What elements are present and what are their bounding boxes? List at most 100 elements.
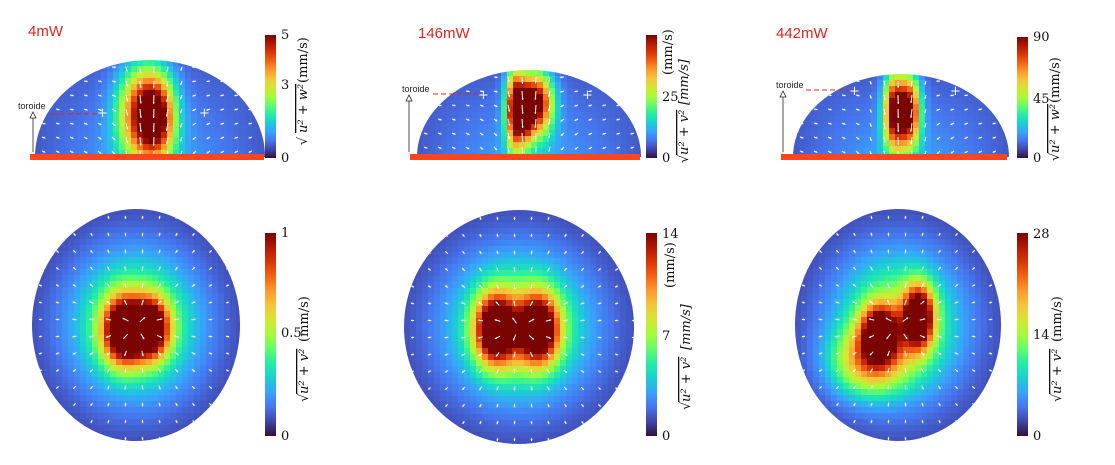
heatmap-cell [596, 246, 603, 253]
heatmap-cell [245, 108, 252, 115]
heatmap-cell [119, 114, 126, 121]
velocity-arrowhead [630, 146, 633, 149]
heatmap-cell [38, 365, 45, 372]
heatmap-cell [128, 383, 135, 390]
heatmap-cell [513, 136, 520, 143]
heatmap-cell [877, 92, 884, 99]
heatmap-cell [143, 72, 150, 79]
heatmap-cell [95, 66, 102, 73]
heatmap-cell [859, 134, 866, 141]
velocity-arrowhead [139, 101, 142, 104]
heatmap-cell [548, 276, 555, 283]
heatmap-cell [483, 136, 490, 143]
heatmap-cell [404, 270, 411, 277]
heatmap-cell [62, 251, 69, 258]
heatmap-cell [224, 323, 231, 330]
heatmap-cell [422, 216, 429, 223]
heatmap-cell [65, 114, 72, 121]
heatmap-cell [98, 413, 105, 420]
heatmap-cell [524, 234, 531, 241]
heatmap-cell [182, 323, 189, 330]
heatmap-cell [578, 252, 585, 259]
heatmap-cell [80, 269, 87, 276]
heatmap-cell [83, 96, 90, 103]
heatmap-cell [83, 90, 90, 97]
heatmap-cell [537, 94, 544, 101]
heatmap-cell [435, 148, 442, 155]
heatmap-cell [95, 150, 102, 157]
heatmap-cell [104, 257, 111, 264]
heatmap-cell [245, 84, 252, 91]
heatmap-cell [500, 264, 507, 271]
heatmap-cell [86, 263, 93, 270]
heatmap-cell [218, 365, 225, 372]
velocity-arrowhead [534, 97, 537, 100]
heatmap-cell [967, 92, 974, 99]
velocity-arrowhead [139, 85, 142, 88]
heatmap-cell [572, 306, 579, 313]
heatmap-cell [176, 215, 183, 222]
heatmap-cell [122, 353, 129, 360]
heatmap-cell [200, 437, 207, 441]
heatmap-cell [158, 311, 165, 318]
velocity-arrowhead [72, 284, 76, 287]
heatmap-cell [134, 383, 141, 390]
heatmap-cell [446, 300, 453, 307]
heatmap-cell [422, 234, 429, 241]
heatmap-cell [212, 419, 219, 426]
heatmap-cell [80, 389, 87, 396]
velocity-arrowhead [560, 76, 563, 79]
heatmap-cell [38, 359, 45, 366]
heatmap-cell [470, 330, 477, 337]
heatmap-cell [901, 110, 908, 117]
heatmap-cell [506, 324, 513, 331]
heatmap-cell [56, 395, 63, 402]
heatmap-cell [925, 116, 932, 123]
velocity-arrowhead [910, 142, 913, 145]
heatmap-cell [149, 114, 156, 121]
heatmap-cell [224, 371, 231, 378]
heatmap-cell [979, 92, 986, 99]
heatmap-cell [416, 294, 423, 301]
heatmap-cell [579, 142, 586, 149]
heatmap-cell [146, 287, 153, 294]
heatmap-cell [188, 227, 195, 234]
velocity-arrowhead [107, 370, 110, 373]
velocity-arrowhead [99, 137, 102, 140]
heatmap-cell [164, 293, 171, 300]
heatmap-cell [590, 342, 597, 349]
heatmap-cell [985, 140, 992, 147]
heatmap-cell [566, 222, 573, 229]
heatmap-cell [32, 221, 39, 228]
heatmap-cell [233, 150, 240, 157]
heatmap-cell [53, 102, 60, 109]
heatmap-cell [907, 80, 914, 87]
heatmap-cell [80, 263, 87, 270]
heatmap-cell [446, 276, 453, 283]
heatmap-cell [464, 294, 471, 301]
velocity-arrowhead [534, 137, 537, 140]
heatmap-cell [434, 210, 441, 217]
velocity-arrowhead [192, 369, 195, 372]
heatmap-cell [71, 102, 78, 109]
heatmap-cell [200, 335, 207, 342]
velocity-arrowhead [141, 283, 144, 286]
heatmap-cell [525, 76, 532, 83]
heatmap-cell [101, 60, 108, 67]
heatmap-cell [572, 282, 579, 289]
heatmap-cell [107, 66, 114, 73]
velocity-arrowhead [107, 266, 110, 269]
heatmap-cell [122, 239, 129, 246]
heatmap-cell [566, 324, 573, 331]
heatmap-cell [621, 148, 628, 155]
heatmap-cell [38, 305, 45, 312]
heatmap-cell [416, 252, 423, 259]
heatmap-cell [889, 128, 896, 135]
heatmap-cell [134, 341, 141, 348]
heatmap-cell [590, 210, 597, 217]
heatmap-cell [182, 299, 189, 306]
velocity-arrowhead [159, 353, 162, 356]
heatmap-cell [464, 282, 471, 289]
heatmap-cell [86, 347, 93, 354]
heatmap-cell [560, 252, 567, 259]
